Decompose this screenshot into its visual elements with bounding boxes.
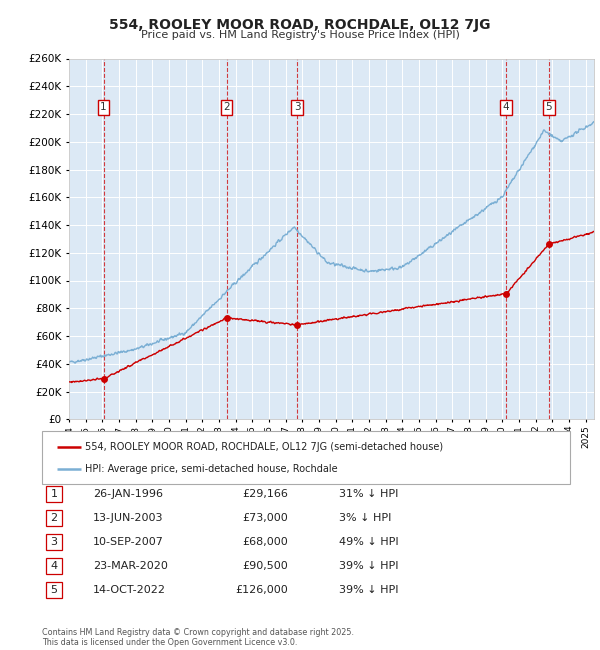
Text: 23-MAR-2020: 23-MAR-2020 xyxy=(93,561,168,571)
Text: 4: 4 xyxy=(50,561,58,571)
Text: £29,166: £29,166 xyxy=(242,489,288,499)
Text: 3: 3 xyxy=(294,102,301,112)
Text: 554, ROOLEY MOOR ROAD, ROCHDALE, OL12 7JG: 554, ROOLEY MOOR ROAD, ROCHDALE, OL12 7J… xyxy=(109,18,491,32)
Text: 49% ↓ HPI: 49% ↓ HPI xyxy=(339,537,398,547)
Text: 5: 5 xyxy=(545,102,552,112)
Text: 5: 5 xyxy=(50,585,58,595)
Text: 1: 1 xyxy=(100,102,107,112)
Text: 14-OCT-2022: 14-OCT-2022 xyxy=(93,585,166,595)
Text: 554, ROOLEY MOOR ROAD, ROCHDALE, OL12 7JG (semi-detached house): 554, ROOLEY MOOR ROAD, ROCHDALE, OL12 7J… xyxy=(85,442,443,452)
Text: 3: 3 xyxy=(50,537,58,547)
Text: £90,500: £90,500 xyxy=(242,561,288,571)
Text: 31% ↓ HPI: 31% ↓ HPI xyxy=(339,489,398,499)
Text: 1: 1 xyxy=(50,489,58,499)
Text: Price paid vs. HM Land Registry's House Price Index (HPI): Price paid vs. HM Land Registry's House … xyxy=(140,30,460,40)
Text: £73,000: £73,000 xyxy=(242,513,288,523)
Text: £126,000: £126,000 xyxy=(235,585,288,595)
Text: 26-JAN-1996: 26-JAN-1996 xyxy=(93,489,163,499)
Text: 13-JUN-2003: 13-JUN-2003 xyxy=(93,513,163,523)
Text: 3% ↓ HPI: 3% ↓ HPI xyxy=(339,513,391,523)
Text: 10-SEP-2007: 10-SEP-2007 xyxy=(93,537,164,547)
Text: 4: 4 xyxy=(503,102,509,112)
Text: Contains HM Land Registry data © Crown copyright and database right 2025.
This d: Contains HM Land Registry data © Crown c… xyxy=(42,628,354,647)
Text: 39% ↓ HPI: 39% ↓ HPI xyxy=(339,561,398,571)
Text: 2: 2 xyxy=(50,513,58,523)
Text: 2: 2 xyxy=(223,102,230,112)
Text: £68,000: £68,000 xyxy=(242,537,288,547)
Text: 39% ↓ HPI: 39% ↓ HPI xyxy=(339,585,398,595)
Text: HPI: Average price, semi-detached house, Rochdale: HPI: Average price, semi-detached house,… xyxy=(85,464,338,474)
